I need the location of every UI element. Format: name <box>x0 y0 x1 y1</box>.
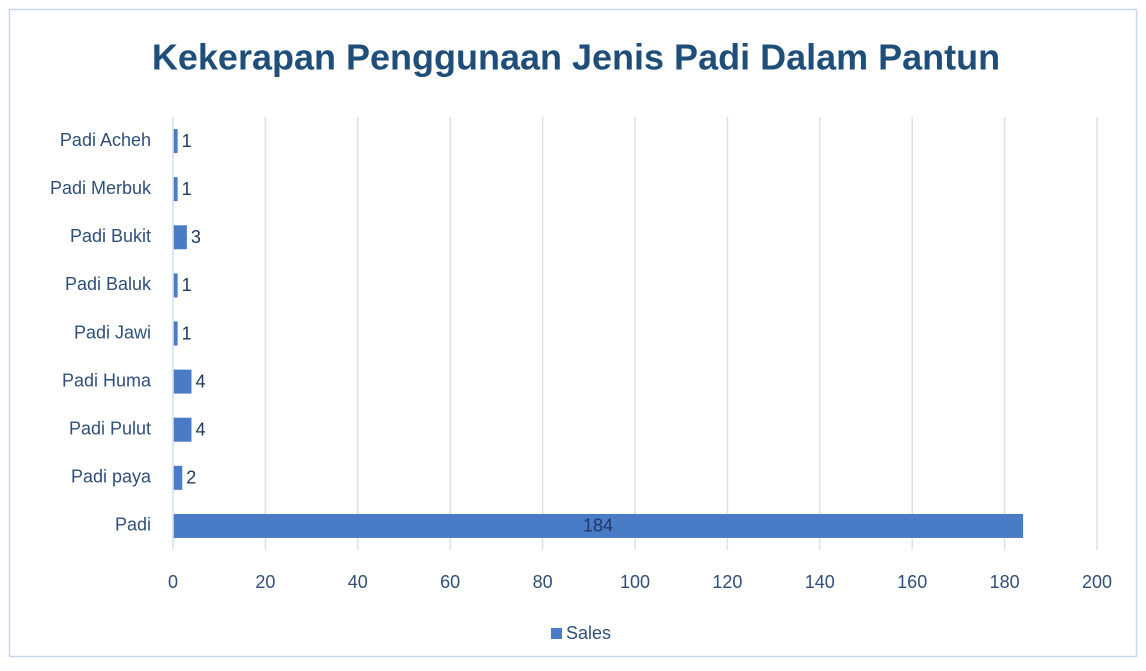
data-label: 1 <box>182 275 192 295</box>
data-label: 3 <box>191 227 201 247</box>
bar <box>173 273 178 298</box>
bar <box>173 129 178 154</box>
x-tick-label: 200 <box>1082 572 1112 592</box>
data-label: 1 <box>182 323 192 343</box>
legend-label: Sales <box>566 623 611 643</box>
data-label: 1 <box>182 131 192 151</box>
x-tick-label: 140 <box>805 572 835 592</box>
data-label: 4 <box>195 371 205 391</box>
x-tick-label: 80 <box>533 572 553 592</box>
x-tick-label: 40 <box>348 572 368 592</box>
data-label: 1 <box>182 179 192 199</box>
y-tick-label: Padi Huma <box>62 370 152 390</box>
x-tick-label: 100 <box>620 572 650 592</box>
data-label: 2 <box>186 468 196 488</box>
x-tick-label: 120 <box>712 572 742 592</box>
x-tick-label: 60 <box>440 572 460 592</box>
y-tick-label: Padi Acheh <box>60 130 151 150</box>
x-tick-label: 20 <box>255 572 275 592</box>
y-tick-label: Padi Baluk <box>65 274 152 294</box>
y-tick-label: Padi Pulut <box>69 418 151 438</box>
x-tick-label: 160 <box>897 572 927 592</box>
legend-swatch <box>551 628 562 639</box>
data-label: 184 <box>583 516 613 536</box>
y-tick-label: Padi paya <box>71 467 152 487</box>
y-tick-label: Padi Bukit <box>70 226 151 246</box>
bar <box>173 417 192 442</box>
chart-frame <box>8 8 1138 658</box>
bar <box>173 321 178 346</box>
bar <box>173 369 192 394</box>
x-tick-label: 0 <box>168 572 178 592</box>
y-tick-label: Padi Merbuk <box>50 178 152 198</box>
y-tick-label: Padi Jawi <box>74 322 151 342</box>
bar <box>173 465 183 490</box>
data-label: 4 <box>195 419 205 439</box>
bar <box>173 513 1024 538</box>
chart-title: Kekerapan Penggunaan Jenis Padi Dalam Pa… <box>152 37 1000 78</box>
bar <box>173 225 187 250</box>
y-tick-label: Padi <box>115 515 151 535</box>
bar <box>173 177 178 202</box>
x-tick-label: 180 <box>990 572 1020 592</box>
